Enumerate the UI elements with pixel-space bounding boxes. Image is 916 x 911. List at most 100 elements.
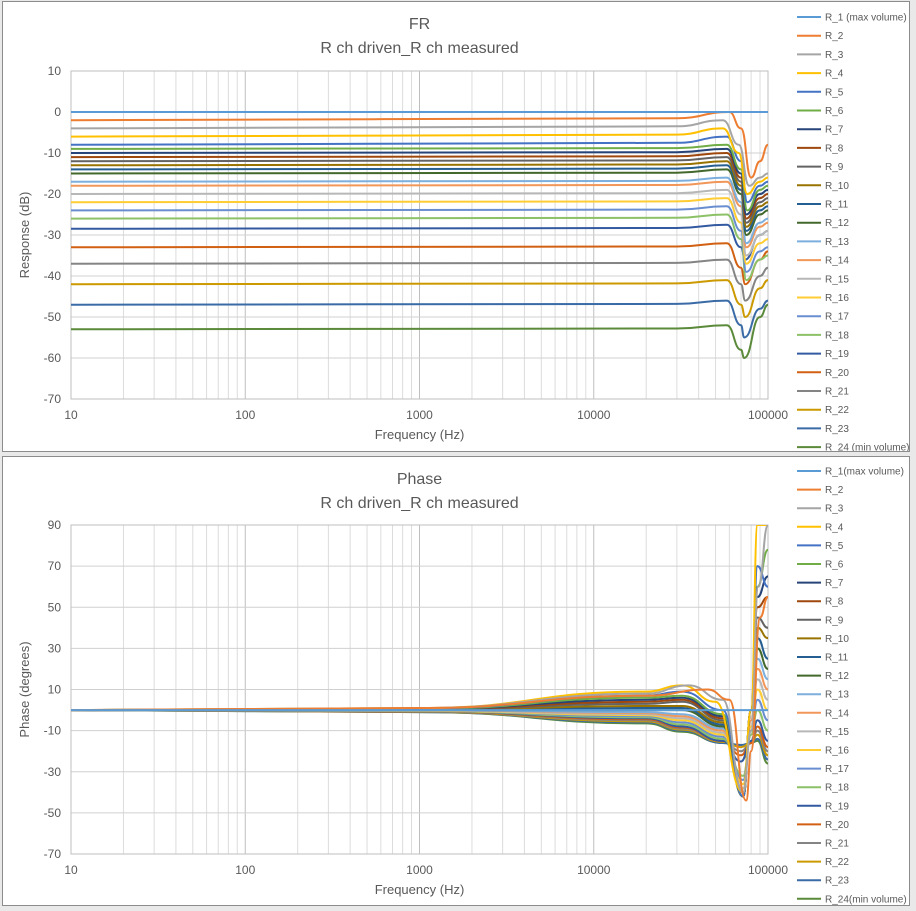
legend-label: R_10 [825,181,849,192]
legend-label: R_3 [825,50,844,61]
x-tick-label: 10000 [577,408,611,422]
chart-subtitle: R ch driven_R ch measured [320,495,518,512]
y-axis-label: Phase (degrees) [17,641,32,737]
legend-label: R_7 [825,578,844,589]
legend-label: R_1 (max volume) [825,13,907,24]
x-tick-label: 1000 [406,408,433,422]
legend-label: R_13 [825,690,849,701]
legend-label: R_21 [825,839,849,850]
series-group [71,525,769,802]
chart-title: Phase [397,471,442,488]
x-tick-label: 100 [235,863,255,877]
series-line [71,147,769,216]
legend-label: R_4 [825,69,844,80]
y-tick-label: 10 [48,64,62,78]
x-tick-label: 100 [235,408,255,422]
y-tick-label: -20 [44,187,62,201]
y-tick-label: -10 [44,724,62,738]
legend-label: R_20 [825,368,849,379]
y-tick-label: -50 [44,310,62,324]
legend-label: R_8 [825,143,844,154]
fr-chart-panel: FR R ch driven_R ch measured 10 0 -10 -20 -30-… [2,1,910,452]
legend-label: R_7 [825,125,844,136]
y-axis-label: Response (dB) [17,192,32,279]
legend-label: R_17 [825,764,849,775]
series-line [71,176,769,245]
series-line [71,156,769,224]
series-line [71,180,769,249]
series-line [71,135,769,204]
series-line [71,188,769,257]
legend-label: R_13 [825,237,849,248]
series-group [71,110,769,360]
series-line [71,258,769,302]
plot-area [70,70,769,400]
legend-label: R_16 [825,746,849,757]
legend-label: R_17 [825,312,849,323]
legend-label: R_11 [825,653,849,664]
legend-label: R_19 [825,349,849,360]
x-axis-label: Frequency (Hz) [375,882,465,897]
series-line [71,299,769,339]
x-tick-label: 10 [64,408,78,422]
x-tick-label: 100000 [748,408,788,422]
y-tick-label: -60 [44,351,62,365]
legend-label: R_22 [825,857,849,868]
legend-label: R_5 [825,541,844,552]
legend-label: R_6 [825,106,844,117]
legend-label: R_1(max volume) [825,467,904,478]
y-tick-label: 0 [54,105,61,119]
x-tick-label: 10000 [577,863,611,877]
series-line [71,143,769,212]
y-tick-label: -10 [44,146,62,160]
legend-label: R_5 [825,87,844,98]
series-line [71,164,769,232]
legend-label: R_20 [825,820,849,831]
legend-label: R_9 [825,615,844,626]
legend-label: R_18 [825,330,849,341]
legend: R_1 (max volume) R_2 R_3 R_4 R_5 R_6 R_7 R_8 R_9… [797,13,909,451]
legend-label: R_4 [825,522,844,533]
series-line [71,303,769,360]
y-tick-label: 50 [48,600,62,614]
series-line [71,279,769,319]
legend-label: R_14 [825,708,849,719]
legend-label: R_24 (min volume) [825,443,909,451]
legend-label: R_21 [825,387,849,398]
legend-label: R_24(min volume) [825,894,907,905]
legend-label: R_6 [825,560,844,571]
legend-label: R_12 [825,218,849,229]
y-tick-label: -30 [44,228,62,242]
legend-label: R_8 [825,597,844,608]
y-tick-label: 70 [48,559,62,573]
y-tick-label: -70 [44,392,62,406]
series-line [71,168,769,237]
x-tick-label: 1000 [406,863,433,877]
series-line [71,119,769,187]
y-tick-label: 10 [48,683,62,697]
chart-title: FR [409,16,430,33]
series-line [71,160,769,228]
y-tick-label: 90 [48,518,62,532]
series-line [71,205,769,273]
y-tick-label: -30 [44,765,62,779]
legend: R_1(max volume) R_2 R_3 R_4 R_5 R_6 R_7 R_8 R_9 R… [797,467,907,905]
legend-label: R_14 [825,256,849,267]
legend-label: R_12 [825,671,849,682]
legend-label: R_23 [825,424,849,435]
x-tick-label: 10 [64,863,78,877]
y-tick-label: -70 [44,847,62,861]
legend-label: R_15 [825,727,849,738]
legend-label: R_23 [825,876,849,887]
legend-label: R_2 [825,485,844,496]
series-line [71,127,769,196]
legend-label: R_10 [825,634,849,645]
legend-label: R_19 [825,801,849,812]
fr-chart: FRR ch driven_R ch measured100-10-20-30-… [17,13,909,452]
legend-label: R_18 [825,783,849,794]
legend-label: R_15 [825,274,849,285]
x-tick-label: 100000 [748,863,788,877]
series-line [71,213,769,282]
x-axis-label: Frequency (Hz) [375,427,465,442]
y-tick-label: 30 [48,641,62,655]
